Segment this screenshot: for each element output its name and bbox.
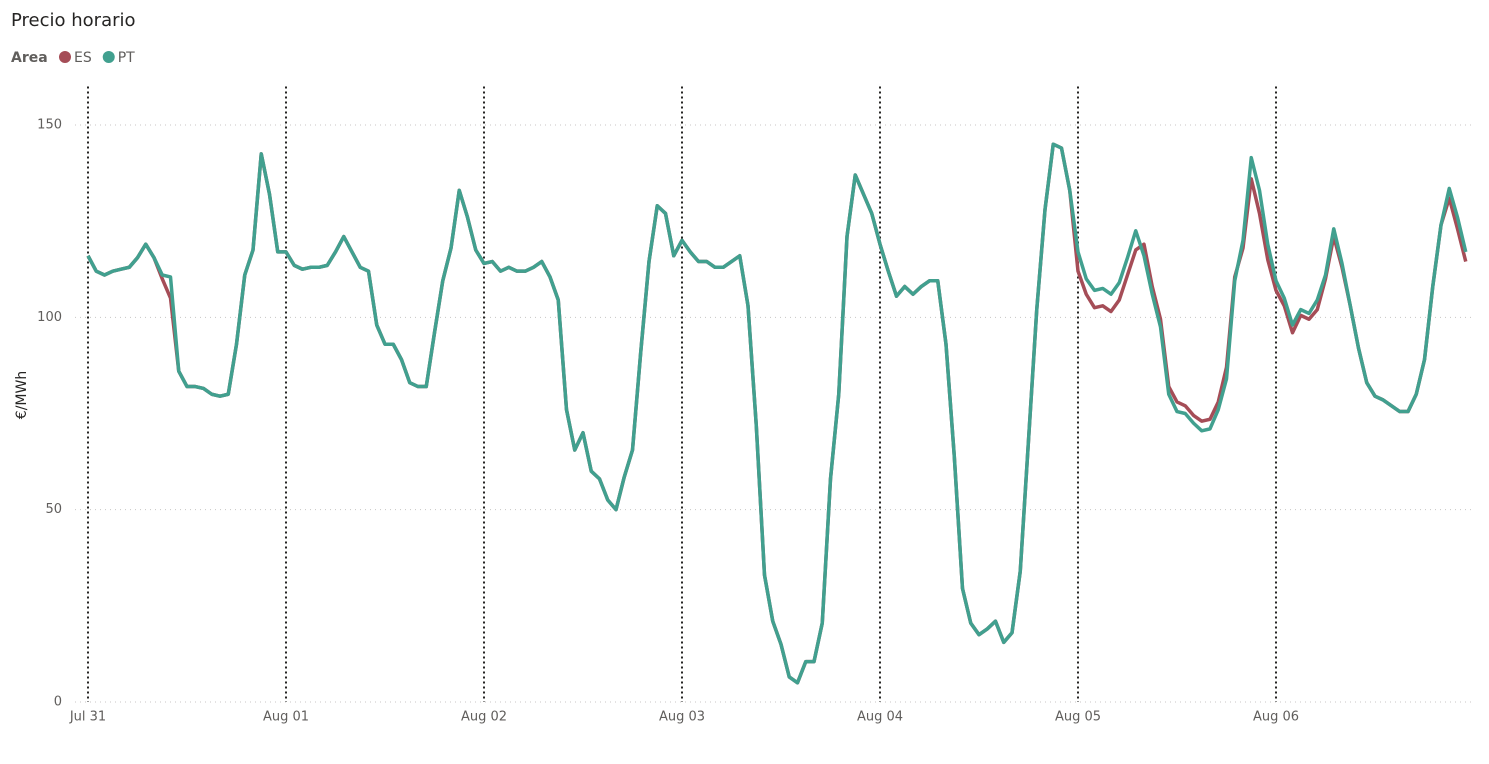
y-tick-label: 0	[54, 695, 62, 710]
chart-title: Precio horario	[11, 10, 136, 31]
x-tick-label: Aug 02	[461, 710, 507, 725]
y-tick-label: 100	[37, 310, 62, 325]
line-series	[86, 142, 1468, 685]
y-axis-label: €/MWh	[14, 371, 30, 419]
x-tick-label: Jul 31	[69, 710, 106, 725]
legend-title: Area	[11, 50, 48, 66]
legend-marker	[59, 51, 71, 63]
x-tick-label: Aug 06	[1253, 710, 1299, 725]
x-tick-label: Aug 05	[1055, 710, 1101, 725]
x-tick-label: Aug 01	[263, 710, 309, 725]
x-tick-label: Aug 03	[659, 710, 705, 725]
y-tick-label: 50	[45, 502, 62, 517]
y-tick-label: 150	[37, 117, 62, 132]
x-tick-label: Aug 04	[857, 710, 903, 725]
line-series	[86, 142, 1468, 685]
legend-label: ES	[74, 50, 92, 66]
legend-label: PT	[118, 50, 135, 66]
legend-marker	[102, 51, 115, 63]
